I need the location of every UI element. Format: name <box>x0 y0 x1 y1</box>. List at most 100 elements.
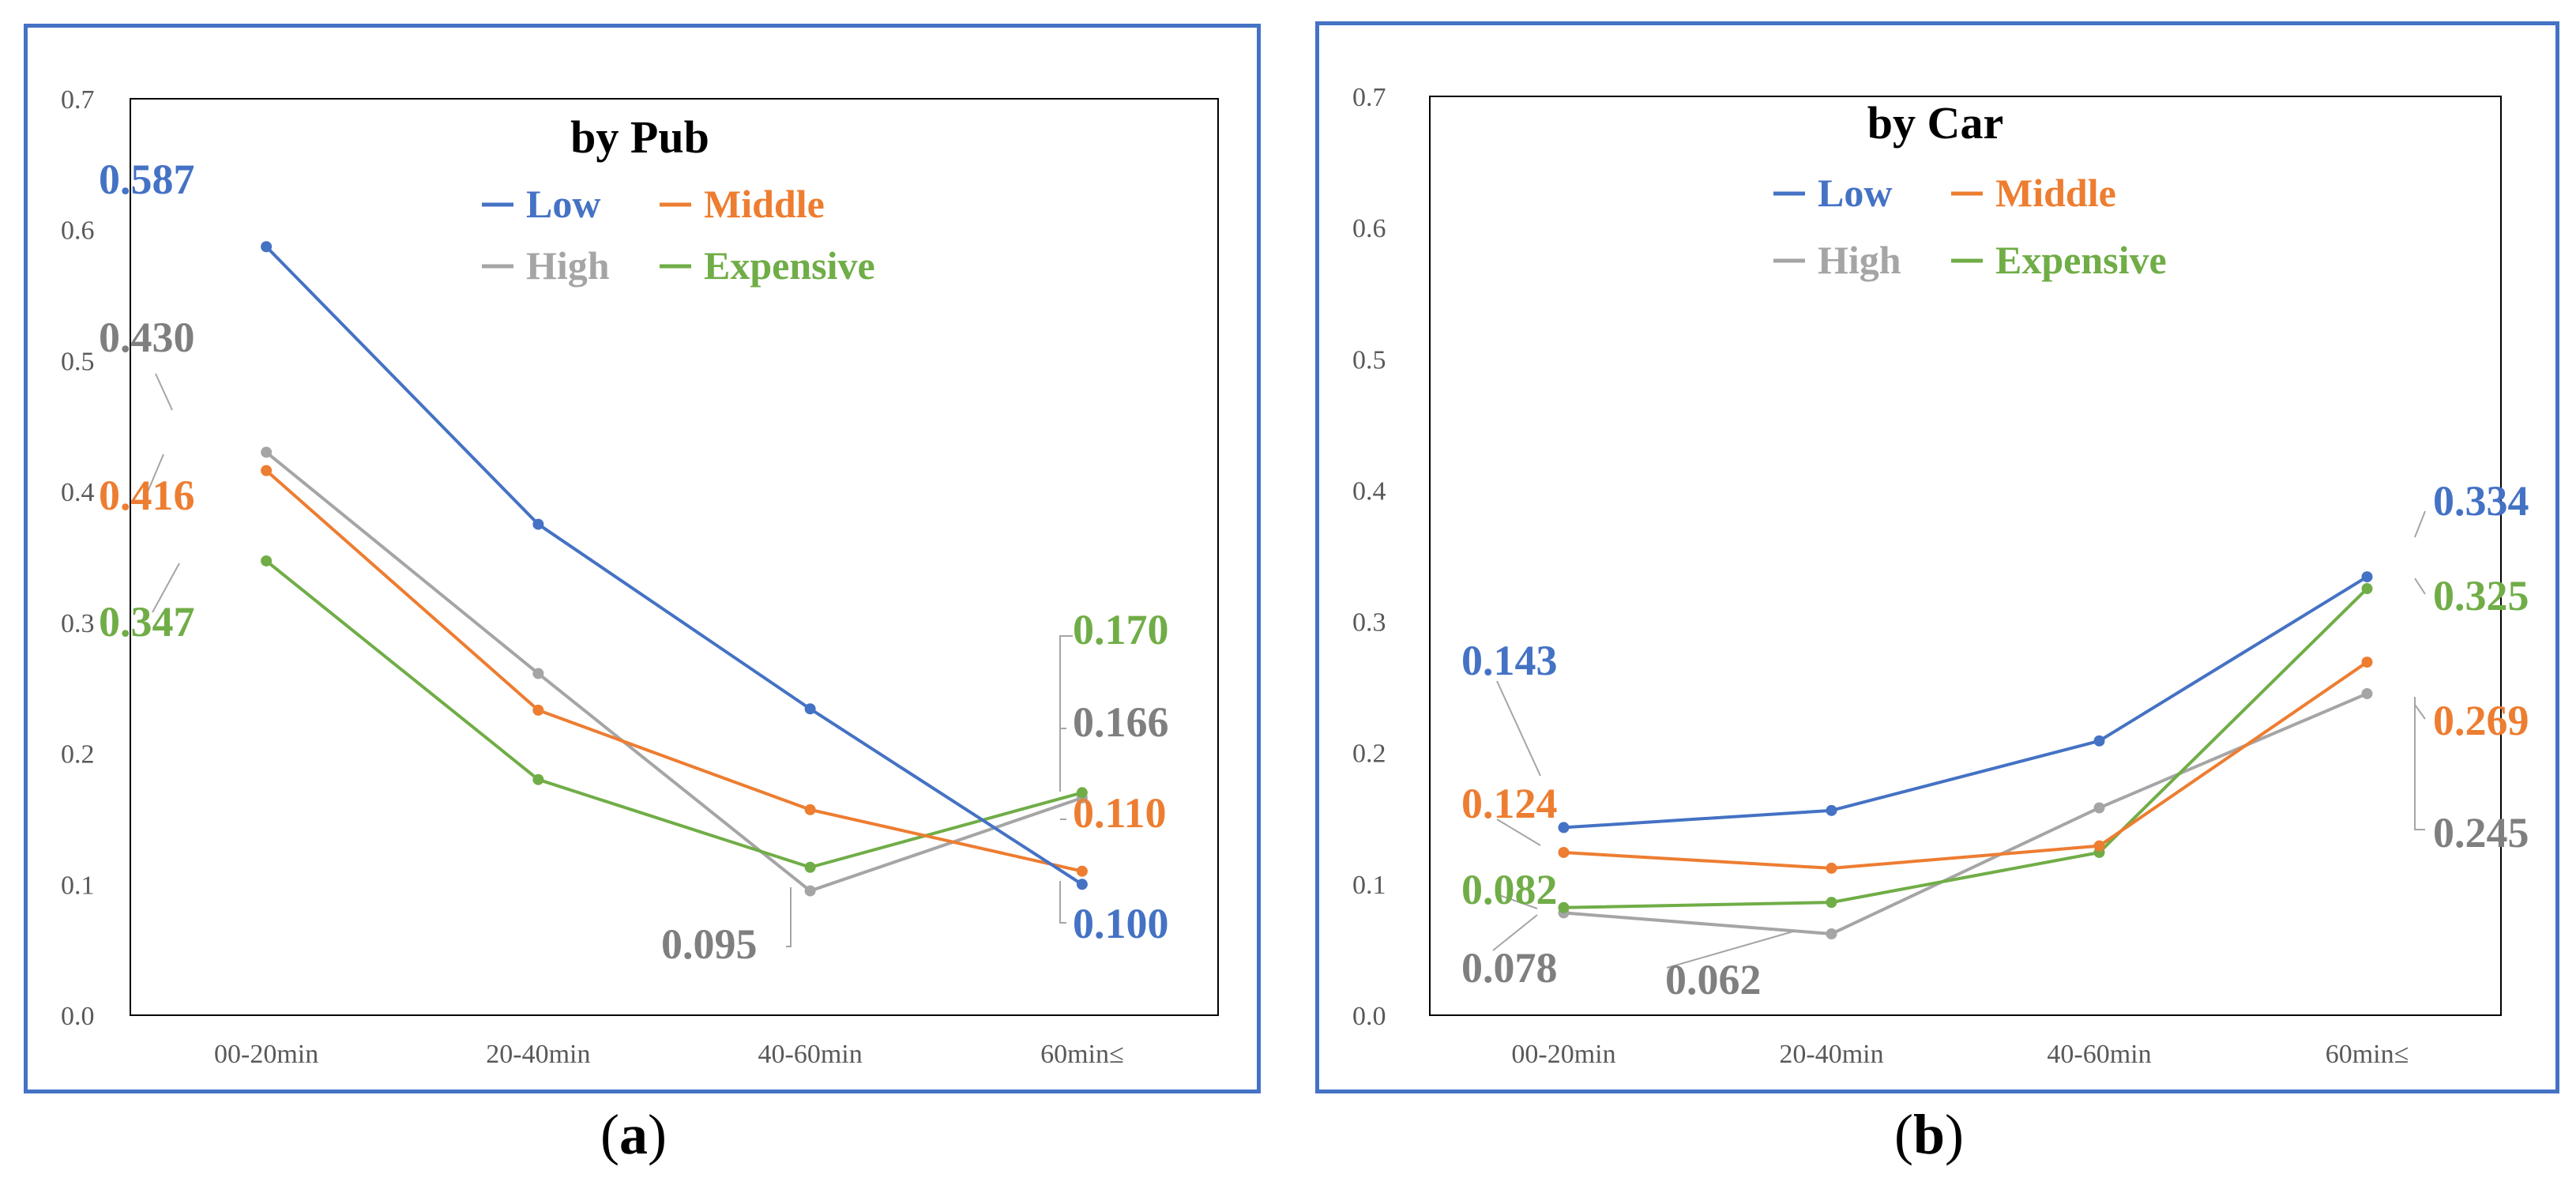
chart-b-data-label-leader <box>1666 931 1794 969</box>
chart-a-series-high-line <box>265 450 1083 893</box>
chart-b-series-low-point <box>2093 735 2105 747</box>
chart-a-legend-label-expensive: Expensive <box>704 243 875 288</box>
chart-a-xtick-label: 20-40min <box>486 1040 590 1069</box>
chart-a-legend-label-middle: Middle <box>704 182 825 226</box>
chart-b-series-expensive-point <box>1826 897 1837 909</box>
chart-panel-a: 0.0 0.1 0.2 0.3 0.4 0.5 0.6 0.7 00-20min 20-40min… <box>24 24 1261 1093</box>
chart-b-series-low-point <box>2361 571 2373 583</box>
chart-b-legend-label-high: High <box>1818 238 1901 282</box>
chart-a-svg: 0.0 0.1 0.2 0.3 0.4 0.5 0.6 0.7 00-20min 20-40min… <box>61 85 1219 1069</box>
chart-a-series-middle-point <box>1076 865 1088 877</box>
chart-a-data-label: 0.166 <box>1073 698 1169 746</box>
chart-a-ytick-label: 0.1 <box>61 871 95 900</box>
chart-a-data-label-leader <box>145 453 164 496</box>
chart-b-data-label: 0.082 <box>1461 866 1558 913</box>
caption-a: (a) <box>600 1103 667 1166</box>
chart-b-ytick-label: 0.3 <box>1352 608 1386 638</box>
chart-a-series-high-point <box>532 668 544 679</box>
chart-a-series-low-line <box>265 245 1083 886</box>
chart-b-ytick-label: 0.5 <box>1352 345 1386 374</box>
chart-b-data-label: 0.269 <box>2433 697 2529 744</box>
chart-b-xtick-label: 20-40min <box>1779 1040 1883 1069</box>
chart-a-data-label: 0.100 <box>1073 900 1169 947</box>
caption-a-letter: a <box>619 1103 648 1166</box>
chart-a-data-label-leader <box>155 373 173 411</box>
chart-b-series-high-line <box>1563 692 2368 935</box>
chart-b-series-middle-point <box>1558 846 1570 858</box>
chart-a-series-expensive-point <box>532 773 544 785</box>
chart-b-series-low-point <box>1826 804 1837 816</box>
chart-a-series-expensive-line <box>265 559 1083 869</box>
chart-a-title: by Pub <box>570 111 709 163</box>
chart-b-series-middle-point <box>1826 862 1837 874</box>
chart-b-xtick-label: 40-60min <box>2047 1040 2151 1069</box>
chart-a-ytick-label: 0.0 <box>61 1002 95 1031</box>
chart-a-data-label-leader <box>1059 635 1073 792</box>
chart-b-data-label: 0.325 <box>2433 572 2529 619</box>
chart-b-series-middle-line <box>1563 660 2368 870</box>
chart-a-xtick-label: 00-20min <box>214 1040 318 1069</box>
chart-a-series-low-point <box>1076 879 1088 890</box>
chart-b-series-expensive-line <box>1563 587 2368 909</box>
chart-a-xtick-label: 40-60min <box>758 1040 863 1069</box>
chart-a-ytick-label: 0.2 <box>61 740 95 770</box>
chart-b-legend-label-expensive: Expensive <box>1995 238 2167 282</box>
chart-b-data-label: 0.245 <box>2433 809 2529 856</box>
chart-b-data-label-leader <box>2414 704 2426 720</box>
chart-b-ytick-label: 0.7 <box>1352 83 1386 112</box>
chart-b-data-label: 0.334 <box>2433 477 2529 525</box>
chart-b-data-label-leader <box>2414 510 2426 538</box>
chart-b-ytick-label: 0.1 <box>1352 871 1386 900</box>
chart-a-ytick-label: 0.4 <box>61 478 95 507</box>
chart-a-data-label-leader <box>1059 881 1066 924</box>
chart-b-data-label-leader <box>1496 894 1538 909</box>
chart-a-data-label-leader <box>152 563 180 613</box>
chart-b-data-label: 0.143 <box>1461 637 1558 684</box>
chart-b-series-middle-point <box>2093 840 2105 852</box>
chart-b-series-high-point <box>2361 687 2373 699</box>
chart-b-data-label: 0.124 <box>1461 780 1558 827</box>
chart-a-series-low-point <box>261 241 273 253</box>
chart-b-ytick-label: 0.2 <box>1352 740 1386 769</box>
chart-a-data-label-leader <box>786 887 792 947</box>
chart-b-legend-label-low: Low <box>1818 171 1892 215</box>
chart-b-series-expensive-point <box>1558 901 1570 913</box>
caption-b-letter: b <box>1912 1103 1946 1166</box>
chart-a-data-label: 0.587 <box>99 156 195 203</box>
chart-a-ytick-label: 0.7 <box>61 85 95 115</box>
chart-b-data-label-leader <box>1492 914 1538 951</box>
caption-b: (b) <box>1894 1103 1965 1166</box>
chart-a-ytick-label: 0.6 <box>61 216 95 246</box>
chart-a-legend-label-low: Low <box>526 182 600 226</box>
chart-a-xtick-label: 60min≤ <box>1040 1040 1124 1069</box>
chart-a-series-low-point <box>804 703 816 715</box>
chart-a-series-middle-line <box>265 469 1083 873</box>
chart-b-data-label-leader <box>2414 697 2425 830</box>
chart-a-series-expensive-point <box>804 861 816 873</box>
chart-a-series-middle-point <box>804 803 816 815</box>
chart-b-svg: 0.0 0.1 0.2 0.3 0.4 0.5 0.6 0.7 00-20min 20-40min… <box>1352 83 2529 1069</box>
chart-b-series-middle-point <box>2361 657 2373 668</box>
chart-b-data-label-leader <box>1496 819 1541 846</box>
chart-b-ytick-label: 0.6 <box>1352 214 1386 243</box>
chart-b-ytick-label: 0.0 <box>1352 1002 1386 1031</box>
chart-b-plot-area <box>1429 96 2502 1016</box>
chart-b-series-low-point <box>1558 822 1570 834</box>
chart-a-data-label: 0.095 <box>661 920 758 968</box>
chart-b-ytick-label: 0.4 <box>1352 476 1386 506</box>
chart-a-series-expensive-point <box>261 555 273 566</box>
chart-b-legend-label-middle: Middle <box>1995 171 2116 215</box>
chart-b-series-low-line <box>1563 575 2368 830</box>
chart-a-plot-area <box>130 98 1219 1016</box>
chart-a-series-middle-point <box>261 465 273 476</box>
chart-a-data-label: 0.347 <box>99 598 195 645</box>
chart-b-series-high-point <box>1826 928 1837 939</box>
chart-a-ytick-label: 0.3 <box>61 609 95 638</box>
chart-a-data-label: 0.416 <box>99 472 195 519</box>
chart-b-series-high-point <box>2093 802 2105 814</box>
chart-b-xtick-label: 00-20min <box>1511 1040 1615 1069</box>
chart-a-series-middle-point <box>532 704 544 716</box>
chart-a-data-label: 0.170 <box>1073 606 1169 653</box>
chart-a-series-expensive-point <box>1076 787 1088 799</box>
chart-a-series-high-point <box>804 885 816 897</box>
